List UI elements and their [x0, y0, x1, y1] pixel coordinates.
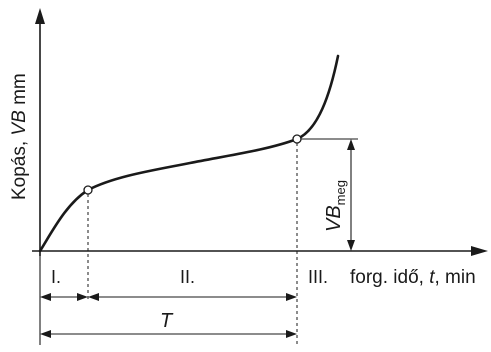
zone-1-arrow-right [77, 293, 88, 301]
x-axis-label: forg. idő, t, min [350, 267, 476, 288]
tool-life-arrow-right [286, 330, 297, 338]
zone-2-arrow-right [286, 293, 297, 301]
zone-2-label: II. [180, 267, 195, 287]
wear-curve [38, 54, 340, 253]
zone-1-arrow-left [40, 293, 51, 301]
zone-1-label: I. [51, 267, 61, 287]
y-axis-label: Kopás, VB mm [9, 73, 30, 200]
y-axis-arrow [35, 8, 45, 24]
transition-point-2 [292, 134, 302, 144]
vb-meg-label: VBmeg [323, 180, 348, 232]
zone-3-label: III. [308, 267, 328, 287]
zone-2-arrow-left [88, 293, 99, 301]
vb-dimension-arrow-top [347, 139, 355, 150]
transition-point-1 [83, 185, 93, 195]
tool-life-arrow-left [40, 330, 51, 338]
x-axis-arrow [471, 246, 488, 256]
vb-dimension-arrow-bottom [347, 240, 355, 251]
tool-life-label: T [160, 310, 174, 332]
